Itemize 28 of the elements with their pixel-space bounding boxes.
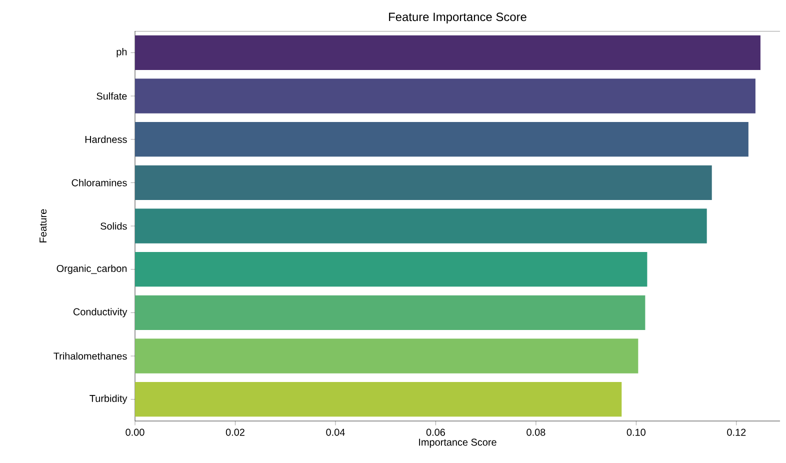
y-axis-title: Feature bbox=[40, 209, 47, 242]
x-tick-label: 0.06 bbox=[426, 428, 445, 436]
x-tick-label: 0.08 bbox=[526, 428, 546, 436]
bar bbox=[135, 338, 638, 374]
bar bbox=[135, 208, 707, 244]
x-tick-label: 0.10 bbox=[626, 428, 646, 436]
chart-title: Feature Importance Score bbox=[389, 12, 526, 24]
bar bbox=[135, 252, 648, 287]
x-tick-label: 0.02 bbox=[226, 428, 244, 436]
y-tick-label: Sulfate bbox=[96, 92, 127, 100]
y-tick-label: Chloramines bbox=[72, 179, 127, 186]
x-tick-label: 0.12 bbox=[727, 428, 746, 436]
y-tick-label: Hardness bbox=[85, 136, 127, 143]
y-tick-label: Organic_carbon bbox=[56, 264, 127, 274]
bar bbox=[135, 78, 756, 114]
y-tick-label: Solids bbox=[100, 222, 127, 230]
y-tick-label: Trihalomethanes bbox=[54, 352, 127, 360]
y-tick-label: ph bbox=[116, 48, 127, 58]
bar bbox=[135, 295, 646, 330]
x-tick-label: 0.04 bbox=[326, 428, 345, 436]
bar bbox=[135, 122, 748, 157]
bar bbox=[135, 382, 622, 417]
x-tick-label: 0.00 bbox=[126, 428, 144, 436]
x-axis-title: Importance Score bbox=[419, 438, 496, 448]
bar bbox=[135, 165, 712, 200]
y-tick-label: Turbidity bbox=[90, 394, 128, 404]
y-tick-label: Conductivity bbox=[73, 308, 128, 318]
bar bbox=[135, 35, 760, 70]
